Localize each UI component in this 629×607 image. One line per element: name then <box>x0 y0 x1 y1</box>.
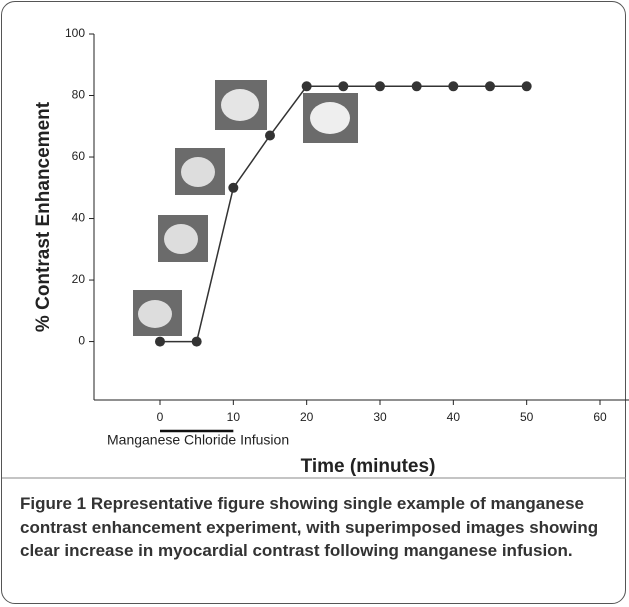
thumbnails <box>133 80 358 336</box>
caption: Figure 1 Representative figure showing s… <box>20 492 610 563</box>
data-point <box>411 81 422 92</box>
data-point <box>485 81 495 92</box>
x-tick-label: 10 <box>227 410 241 424</box>
caption-text: Representative figure showing single exa… <box>20 494 599 560</box>
data-point <box>265 130 275 141</box>
y-tick-label: 0 <box>78 334 85 348</box>
data-point <box>301 81 312 92</box>
infusion-label: Manganese Chloride Infusion <box>107 432 289 448</box>
data-point <box>375 81 385 92</box>
caption-label: Figure 1 <box>20 494 87 513</box>
data-point <box>521 81 532 92</box>
x-axis-label: Time (minutes) <box>301 456 436 477</box>
data-point <box>338 81 349 92</box>
data-point <box>155 336 165 347</box>
x-tick-label: 40 <box>447 410 461 424</box>
y-tick-label: 40 <box>72 211 86 225</box>
y-tick-label: 80 <box>72 88 86 102</box>
x-tick-label: 60 <box>593 410 607 424</box>
y-axis-label: % Contrast Enhancement <box>33 101 54 332</box>
x-tick-label: 30 <box>373 410 387 424</box>
data-point <box>448 81 459 92</box>
x-tick-label: 50 <box>520 410 534 424</box>
data-point <box>191 336 202 347</box>
y-tick-label: 20 <box>72 272 86 286</box>
data-point <box>228 182 239 193</box>
x-tick-label: 20 <box>300 410 314 424</box>
y-tick-label: 60 <box>72 149 86 163</box>
y-tick-label: 100 <box>65 26 85 40</box>
x-tick-label: 0 <box>157 410 164 424</box>
